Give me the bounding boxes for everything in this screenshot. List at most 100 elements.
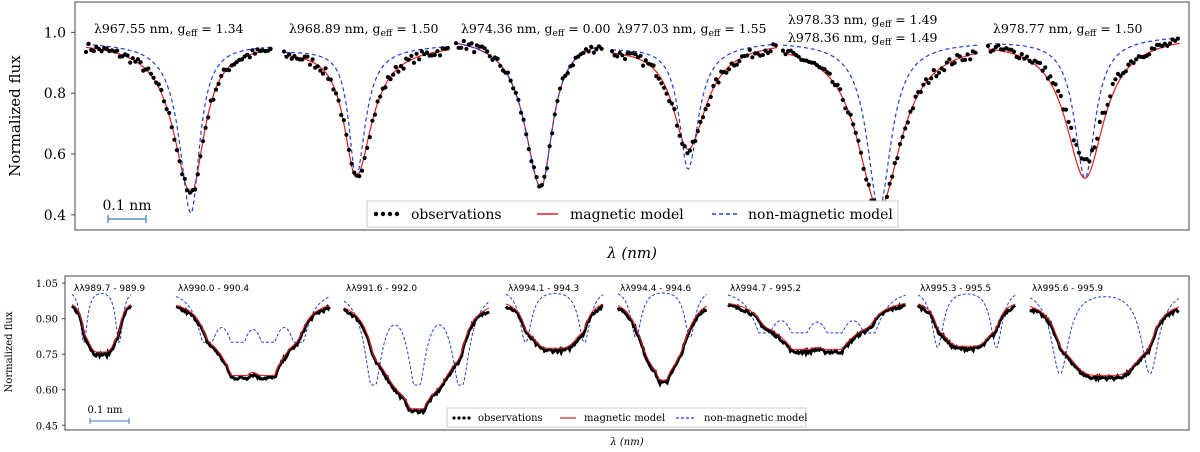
bottom-y-tick-label: 0.60 xyxy=(36,386,58,397)
observation-point xyxy=(664,91,669,96)
top-legend-observations: observations xyxy=(411,207,502,223)
observation-point xyxy=(336,98,341,103)
observation-point xyxy=(211,97,216,102)
observation-point xyxy=(287,52,292,57)
observation-point xyxy=(848,112,853,117)
observation-point xyxy=(892,161,897,166)
observation-point xyxy=(534,175,539,180)
observation-point xyxy=(552,112,557,117)
bottom-segment-label: λλ990.0 - 990.4 xyxy=(178,284,249,294)
observation-point xyxy=(411,60,417,65)
observation-point xyxy=(146,66,151,71)
bottom-segment-label: λλ995.3 - 995.5 xyxy=(920,284,991,294)
observation-point xyxy=(822,67,827,72)
bottom-y-tick-label: 0.45 xyxy=(36,421,58,432)
observation-point xyxy=(505,70,511,75)
top-y-tick-label: 0.8 xyxy=(44,86,66,102)
observation-point xyxy=(195,172,200,177)
observation-point xyxy=(232,62,237,67)
observation-point xyxy=(247,55,252,60)
observation-point xyxy=(159,87,164,93)
bottom-segment-label: λλ991.6 - 992.0 xyxy=(346,284,417,294)
non-magnetic-model-line xyxy=(611,43,778,170)
observation-point xyxy=(1071,138,1076,143)
observation-point xyxy=(453,41,459,46)
top-segment-label: λ974.36 nm, geff = 0.00 xyxy=(461,21,611,39)
top-legend: observations magnetic model non-magnetic… xyxy=(366,200,899,228)
bottom-legend-magnetic: magnetic model xyxy=(584,413,665,424)
observation-point xyxy=(435,49,440,54)
bottom-segment-5: λλ994.7 - 995.2 xyxy=(727,284,906,358)
observation-point xyxy=(669,101,674,106)
bottom-segments: λλ989.7 - 989.9 λλ990.0 - 990.4 λλ991.6 - … xyxy=(70,284,1180,416)
observation-point xyxy=(130,56,135,61)
magnetic-model-line xyxy=(782,52,979,210)
observation-point xyxy=(853,130,858,136)
observation-point xyxy=(693,138,698,144)
bottom-y-ticks: 0.45 0.60 0.75 0.90 1.05 xyxy=(36,279,65,432)
observation-point xyxy=(461,38,466,44)
non-magnetic-model-line xyxy=(782,44,979,210)
bottom-segment-7: λλ995.6 - 995.9 xyxy=(1029,284,1180,383)
observation-point xyxy=(965,52,970,57)
observation-point xyxy=(359,168,365,173)
magnetic-model-line xyxy=(175,304,330,376)
observation-point xyxy=(1108,94,1113,99)
observation-point xyxy=(547,144,552,149)
bottom-segment-3: λλ994.1 - 994.3 xyxy=(504,284,604,357)
observation-point xyxy=(796,54,801,59)
observation-point xyxy=(985,43,991,49)
observation-point xyxy=(424,50,430,55)
observation-point xyxy=(250,48,255,53)
top-x-axis-label: λ (nm) xyxy=(606,244,657,262)
observation-point xyxy=(174,148,180,153)
observation-point xyxy=(685,151,690,156)
magnetic-model-line xyxy=(71,303,132,353)
observation-point xyxy=(104,46,109,51)
top-segment-3: λ977.03 nm, geff = 1.55 xyxy=(609,21,778,170)
observations-line xyxy=(616,306,708,388)
bottom-legend-observations: observations xyxy=(478,413,543,424)
observation-point xyxy=(370,118,375,123)
top-segment-0: λ967.55 nm, geff = 1.34 xyxy=(83,21,273,215)
top-segment-label-2: λ978.36 nm, geff = 1.49 xyxy=(788,30,938,48)
top-segment-label: λ978.77 nm, geff = 1.50 xyxy=(993,21,1143,39)
non-magnetic-model-line xyxy=(71,293,132,344)
observation-point xyxy=(305,54,310,59)
observation-point xyxy=(835,82,840,87)
bottom-y-axis-label: Normalized flux xyxy=(4,311,15,392)
bottom-segment-label: λλ994.4 - 994.6 xyxy=(620,284,691,294)
observation-point xyxy=(341,118,346,123)
legend-observations-marker xyxy=(373,211,400,217)
observation-point xyxy=(1123,69,1128,74)
observation-point xyxy=(318,68,323,73)
observation-point xyxy=(921,82,926,87)
magnetic-model-line xyxy=(917,303,1016,347)
observation-point xyxy=(1152,46,1157,52)
observations-line xyxy=(175,304,331,382)
bottom-segment-2: λλ991.6 - 992.0 xyxy=(342,284,490,416)
bottom-legend: observations magnetic model non-magnetic… xyxy=(446,407,808,428)
observation-point xyxy=(861,166,866,171)
observation-point xyxy=(391,72,396,77)
top-scale-bar: 0.1 nm xyxy=(102,198,152,223)
observation-point xyxy=(724,70,729,75)
observations-line xyxy=(70,304,133,361)
observation-point xyxy=(388,77,393,82)
top-segments: λ967.55 nm, geff = 1.34 λ968.89 nm, geff … xyxy=(83,12,1181,215)
observation-point xyxy=(406,57,411,62)
observation-point xyxy=(518,110,524,115)
observation-point xyxy=(840,97,845,103)
observation-point xyxy=(687,148,693,153)
observation-point xyxy=(367,135,372,140)
top-y-axis-label: Normalized flux xyxy=(6,55,24,177)
observation-point xyxy=(485,49,490,54)
observation-point xyxy=(856,138,861,143)
bottom-segment-4: λλ994.4 - 994.6 xyxy=(616,284,708,388)
observation-point xyxy=(1165,43,1170,49)
observation-point xyxy=(659,81,664,86)
observation-point xyxy=(1089,148,1095,153)
observation-point xyxy=(1066,119,1071,124)
observation-point xyxy=(905,120,910,125)
observation-point xyxy=(700,115,706,120)
